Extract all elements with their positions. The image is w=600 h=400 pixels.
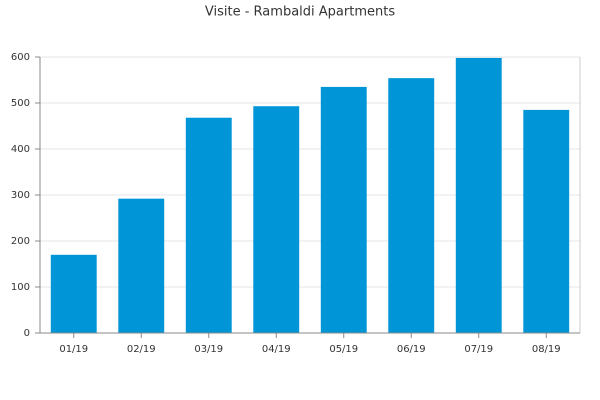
y-tick-label: 200 [11,236,30,247]
bar [253,106,300,333]
x-tick-label: 05/19 [329,344,358,355]
bar [455,57,502,334]
y-tick-label: 400 [11,144,30,155]
x-tick-label: 02/19 [127,344,156,355]
x-tick-label: 03/19 [194,344,223,355]
x-tick-label: 01/19 [59,344,88,355]
y-tick-label: 300 [11,190,30,201]
bar [50,254,97,333]
bar [320,86,367,334]
y-tick-label: 500 [11,98,30,109]
bar [523,109,570,334]
x-tick-label: 04/19 [262,344,291,355]
x-tick-label: 08/19 [532,344,561,355]
y-tick-label: 0 [24,328,30,339]
y-tick-label: 100 [11,282,30,293]
bar [118,198,165,333]
bar [185,117,232,333]
chart-title: Visite - Rambaldi Apartments [205,5,395,20]
x-tick-label: 07/19 [464,344,493,355]
bar [388,78,435,333]
y-tick-label: 600 [11,52,30,63]
x-tick-label: 06/19 [397,344,426,355]
